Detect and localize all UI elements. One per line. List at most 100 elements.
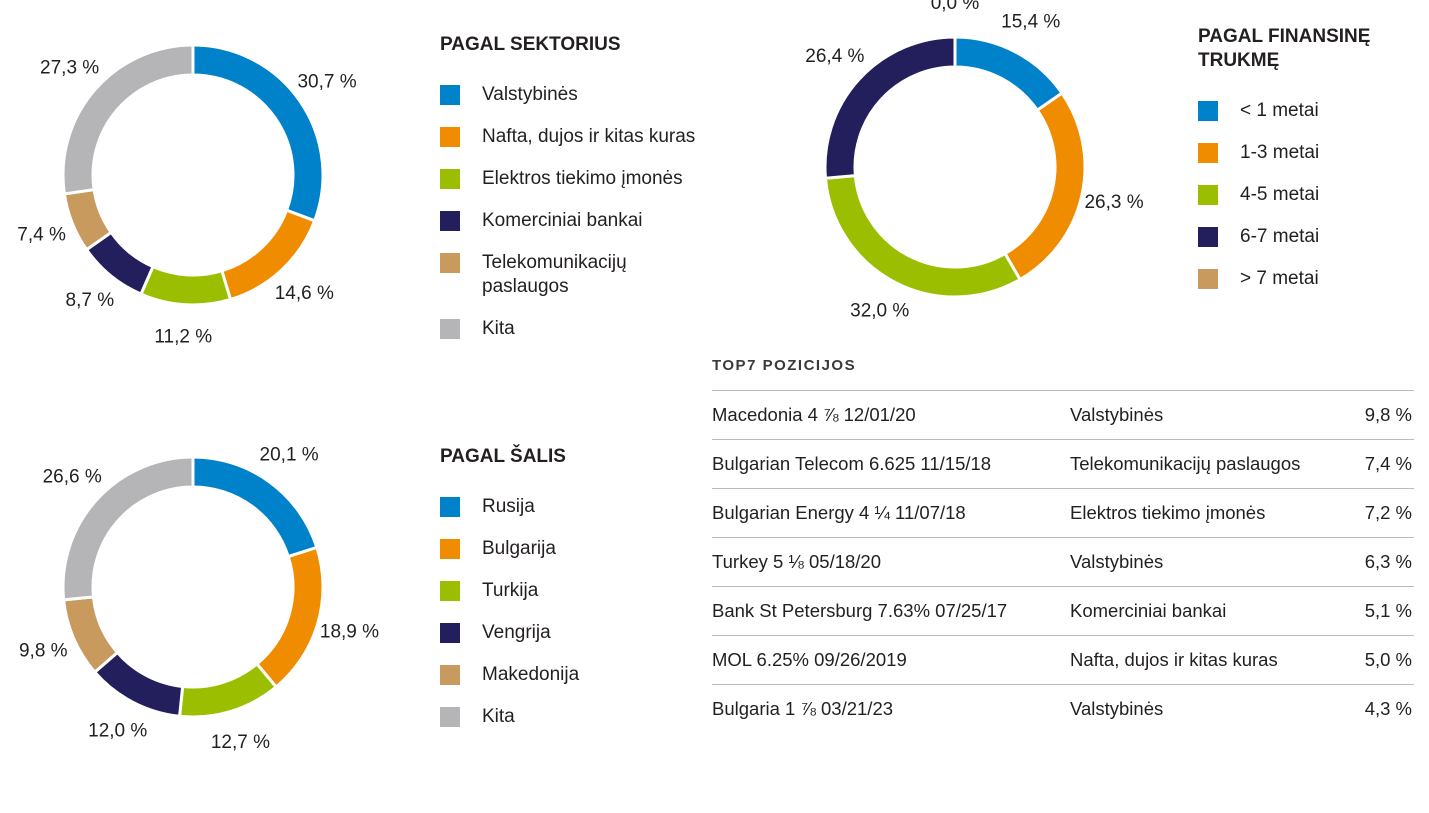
table-cell: Macedonia 4 ⅞ 12/01/20 bbox=[712, 390, 1070, 440]
legend-item: Bulgarija bbox=[440, 537, 710, 561]
legend-item: Vengrija bbox=[440, 621, 710, 645]
table-cell: Valstybinės bbox=[1070, 390, 1342, 440]
table-cell: 9,8 % bbox=[1342, 390, 1414, 440]
donut-slice bbox=[823, 173, 1023, 299]
table-cell: Valstybinės bbox=[1070, 537, 1342, 587]
table-row: Macedonia 4 ⅞ 12/01/20 Valstybinės 9,8 % bbox=[712, 390, 1414, 440]
table-cell: 5,0 % bbox=[1342, 635, 1414, 685]
legend-label: Elektros tiekimo įmonės bbox=[482, 168, 683, 189]
legend-swatch bbox=[440, 319, 460, 339]
legend: PAGAL ŠALIS Rusija Bulgarija Turkija Vengrij… bbox=[440, 445, 710, 747]
table-row: Bulgarian Telecom 6.625 11/15/18 Telekomu… bbox=[712, 439, 1414, 489]
legend-label: Kita bbox=[482, 318, 515, 339]
legend-swatch bbox=[440, 127, 460, 147]
legend-title: PAGAL SEKTORIUS bbox=[440, 34, 621, 55]
table-cell: Bulgarian Energy 4 ¼ 11/07/18 bbox=[712, 488, 1070, 538]
donut-slice bbox=[191, 455, 319, 559]
legend-swatch bbox=[1198, 227, 1218, 247]
data-label: 26,4 % bbox=[805, 46, 864, 67]
legend-item: Turkija bbox=[440, 579, 710, 603]
donut-slice bbox=[1003, 91, 1087, 282]
data-label: 18,9 % bbox=[320, 622, 379, 643]
data-label: 27,3 % bbox=[40, 57, 99, 78]
legend: PAGAL FINANSINĘ TRUKMĘ < 1 metai 1-3 metai… bbox=[1198, 25, 1418, 309]
legend-swatch bbox=[1198, 269, 1218, 289]
table-title: TOP7 POZICIJOS bbox=[712, 357, 857, 374]
legend-item: > 7 metai bbox=[1198, 267, 1418, 291]
legend-swatch bbox=[440, 211, 460, 231]
legend-label: Komerciniai bankai bbox=[482, 210, 643, 231]
legend-title: PAGAL ŠALIS bbox=[440, 446, 566, 467]
data-label: 11,2 % bbox=[154, 327, 212, 348]
legend-item: Kita bbox=[440, 317, 710, 341]
legend-label: Turkija bbox=[482, 580, 539, 601]
table-cell: Valstybinės bbox=[1070, 684, 1342, 733]
legend-label: Rusija bbox=[482, 496, 535, 517]
legend-item: Komerciniai bankai bbox=[440, 209, 710, 233]
legend-swatch bbox=[1198, 101, 1218, 121]
legend-label: Makedonija bbox=[482, 664, 580, 685]
table-cell: Elektros tiekimo įmonės bbox=[1070, 488, 1342, 538]
legend-label: Bulgarija bbox=[482, 538, 556, 559]
legend-item: Elektros tiekimo įmonės bbox=[440, 167, 710, 191]
table-row: MOL 6.25% 09/26/2019 Nafta, dujos ir kita… bbox=[712, 635, 1414, 685]
legend-item: Valstybinės bbox=[440, 83, 710, 107]
data-label: 26,3 % bbox=[1084, 192, 1143, 213]
legend-swatch bbox=[440, 85, 460, 105]
legend-label: 1-3 metai bbox=[1240, 142, 1320, 163]
legend-label: Kita bbox=[482, 706, 515, 727]
legend-title: PAGAL FINANSINĘ TRUKMĘ bbox=[1198, 26, 1371, 71]
table-cell: 7,4 % bbox=[1342, 439, 1414, 489]
donut-slice bbox=[953, 35, 1065, 113]
table-cell: Bulgarian Telecom 6.625 11/15/18 bbox=[712, 439, 1070, 489]
table-cell: Bank St Petersburg 7.63% 07/25/17 bbox=[712, 586, 1070, 636]
table-cell: 7,2 % bbox=[1342, 488, 1414, 538]
legend-label: 4-5 metai bbox=[1240, 184, 1320, 205]
table-row: Turkey 5 ⅛ 05/18/20 Valstybinės 6,3 % bbox=[712, 537, 1414, 587]
legend-item: 6-7 metai bbox=[1198, 225, 1418, 249]
legend-item: 1-3 metai bbox=[1198, 141, 1418, 165]
legend-swatch bbox=[1198, 185, 1218, 205]
donut-slice bbox=[61, 455, 195, 602]
legend-swatch bbox=[440, 581, 460, 601]
legend-swatch bbox=[440, 623, 460, 643]
table-cell: Komerciniai bankai bbox=[1070, 586, 1342, 636]
legend-label: > 7 metai bbox=[1240, 268, 1319, 289]
data-label: 15,4 % bbox=[1001, 12, 1060, 33]
legend-item: Nafta, dujos ir kitas kuras bbox=[440, 125, 710, 149]
legend-swatch bbox=[440, 707, 460, 727]
data-label: 30,7 % bbox=[297, 71, 356, 92]
legend-label: Vengrija bbox=[482, 622, 551, 643]
legend-swatch bbox=[440, 539, 460, 559]
legend-swatch bbox=[440, 665, 460, 685]
table-cell: Telekomunikacijų paslaugos bbox=[1070, 439, 1342, 489]
data-label: 7,4 % bbox=[17, 224, 66, 245]
table-row: Bank St Petersburg 7.63% 07/25/17 Komerci… bbox=[712, 586, 1414, 636]
legend-item: Kita bbox=[440, 705, 710, 729]
table-cell: Nafta, dujos ir kitas kuras bbox=[1070, 635, 1342, 685]
donut-slice bbox=[254, 545, 325, 690]
legend-label: < 1 metai bbox=[1240, 100, 1319, 121]
legend-label: Valstybinės bbox=[482, 84, 578, 105]
data-label: 12,0 % bbox=[88, 721, 147, 742]
data-label: 12,7 % bbox=[211, 732, 270, 753]
donut-slice bbox=[138, 264, 233, 307]
table-cell: MOL 6.25% 09/26/2019 bbox=[712, 635, 1070, 685]
table-cell: Turkey 5 ⅛ 05/18/20 bbox=[712, 537, 1070, 587]
data-label: 32,0 % bbox=[850, 301, 909, 322]
legend-label: Nafta, dujos ir kitas kuras bbox=[482, 126, 696, 147]
legend-item: Telekomunikacijų paslaugos bbox=[440, 251, 710, 299]
table-cell: 4,3 % bbox=[1342, 684, 1414, 733]
table-cell: Bulgaria 1 ⅞ 03/21/23 bbox=[712, 684, 1070, 733]
data-label: 26,6 % bbox=[43, 467, 102, 488]
data-label: 20,1 % bbox=[260, 444, 319, 465]
legend-swatch bbox=[440, 253, 460, 273]
donut-slice bbox=[177, 661, 279, 719]
legend-item: Makedonija bbox=[440, 663, 710, 687]
legend: PAGAL SEKTORIUS Valstybinės Nafta, dujos i… bbox=[440, 33, 710, 359]
table: Macedonia 4 ⅞ 12/01/20 Valstybinės 9,8 % Bu… bbox=[712, 390, 1414, 733]
data-label: 0,0 % bbox=[931, 0, 980, 14]
donut-slice bbox=[61, 43, 195, 196]
